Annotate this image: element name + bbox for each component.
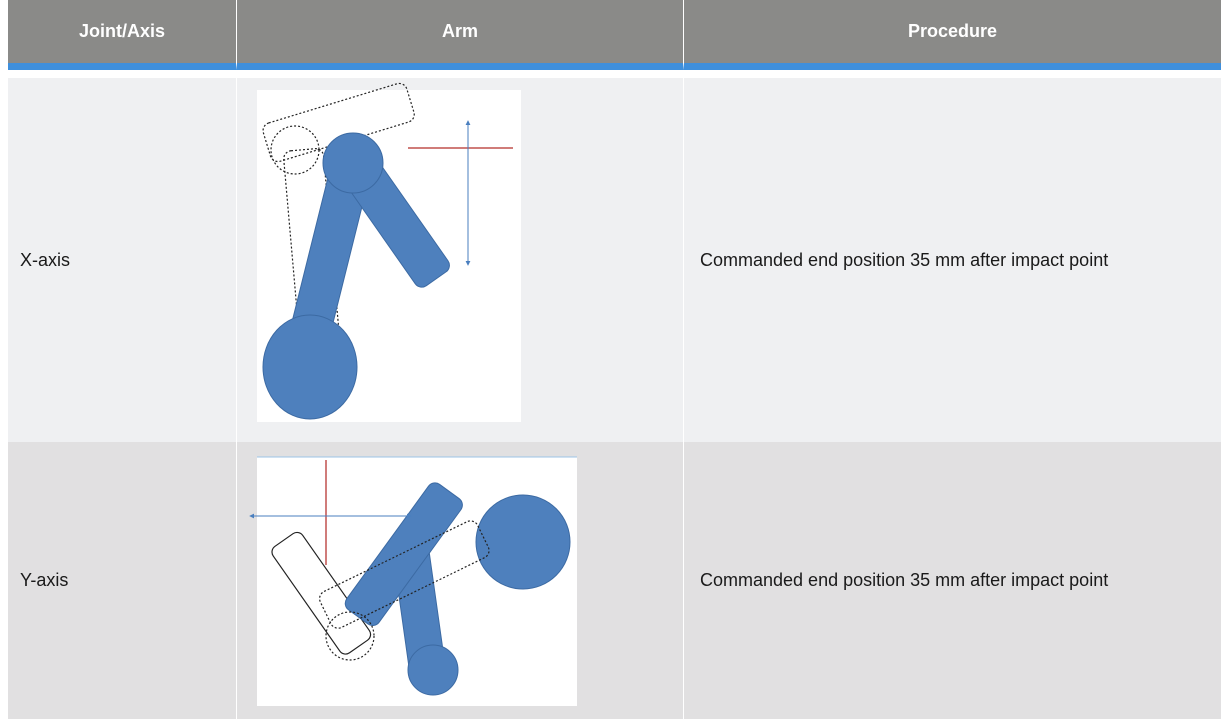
header-cell: Joint/Axis: [8, 0, 237, 70]
y-axis-diagram: [249, 456, 577, 706]
header-cell: Procedure: [684, 0, 1221, 70]
header-cell: Arm: [237, 0, 684, 70]
x-axis-diagram: [257, 82, 521, 422]
axis-cell: Y-axis: [8, 442, 237, 719]
procedure-cell: Commanded end position 35 mm after impac…: [684, 78, 1221, 442]
procedure-cell: Commanded end position 35 mm after impac…: [684, 442, 1221, 719]
axis-cell: X-axis: [8, 78, 237, 442]
